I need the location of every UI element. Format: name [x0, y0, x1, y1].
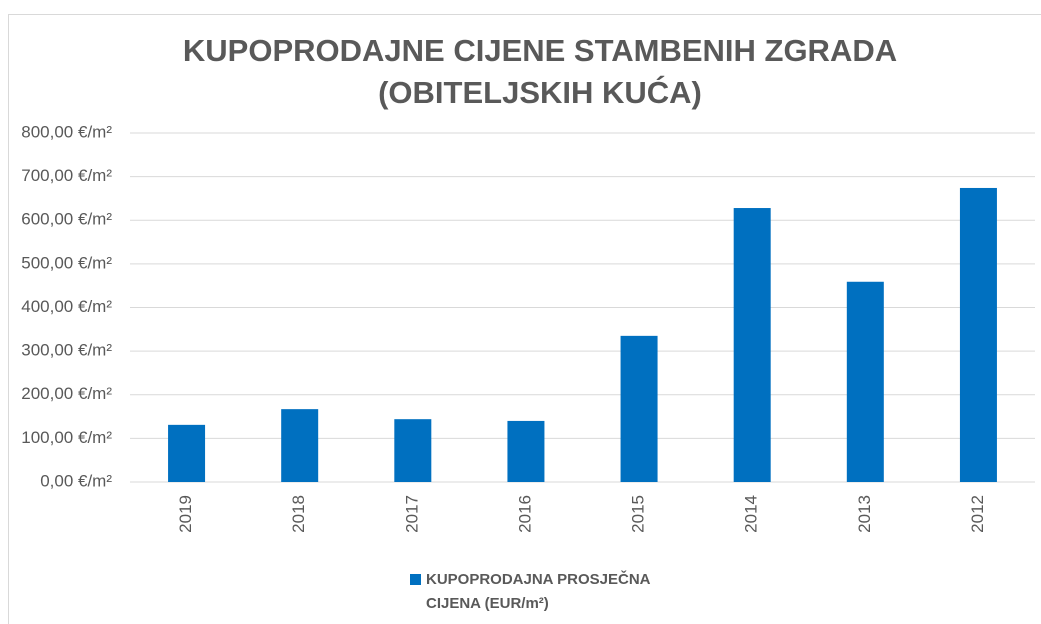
- chart-border: [8, 14, 1041, 624]
- y-tick-label: 400,00 €/m²: [21, 297, 112, 316]
- y-tick-label: 100,00 €/m²: [21, 428, 112, 447]
- bar: [959, 187, 997, 482]
- y-tick-label: 0,00 €/m²: [40, 471, 112, 490]
- bar: [846, 281, 884, 482]
- chart-title: KUPOPRODAJNE CIJENE STAMBENIH ZGRADA (OB…: [182, 33, 898, 110]
- x-tick-label: 2016: [515, 495, 534, 533]
- legend: KUPOPRODAJNA PROSJEČNA CIJENA (EUR/m²): [410, 568, 686, 616]
- y-tick-label: 300,00 €/m²: [21, 341, 112, 360]
- bar: [620, 335, 658, 482]
- bar: [394, 419, 432, 482]
- y-tick-label: 600,00 €/m²: [21, 210, 112, 229]
- y-tick-label: 200,00 €/m²: [21, 384, 112, 403]
- bar: [168, 424, 206, 482]
- x-tick-label: 2013: [855, 495, 874, 533]
- bar: [733, 208, 771, 482]
- x-tick-label: 2019: [176, 495, 195, 533]
- legend-label: KUPOPRODAJNA PROSJEČNA CIJENA (EUR/m²): [426, 571, 650, 612]
- y-tick-label: 700,00 €/m²: [21, 166, 112, 185]
- x-tick-label: 2012: [968, 495, 987, 533]
- y-tick-label: 800,00 €/m²: [21, 122, 112, 141]
- y-tick-label: 500,00 €/m²: [21, 253, 112, 272]
- x-tick-label: 2014: [742, 495, 761, 533]
- x-tick-label: 2018: [289, 495, 308, 533]
- x-tick-label: 2015: [629, 495, 648, 533]
- bar: [507, 420, 545, 482]
- legend-swatch: [410, 574, 421, 585]
- bar: [281, 409, 319, 482]
- x-tick-label: 2017: [402, 495, 421, 533]
